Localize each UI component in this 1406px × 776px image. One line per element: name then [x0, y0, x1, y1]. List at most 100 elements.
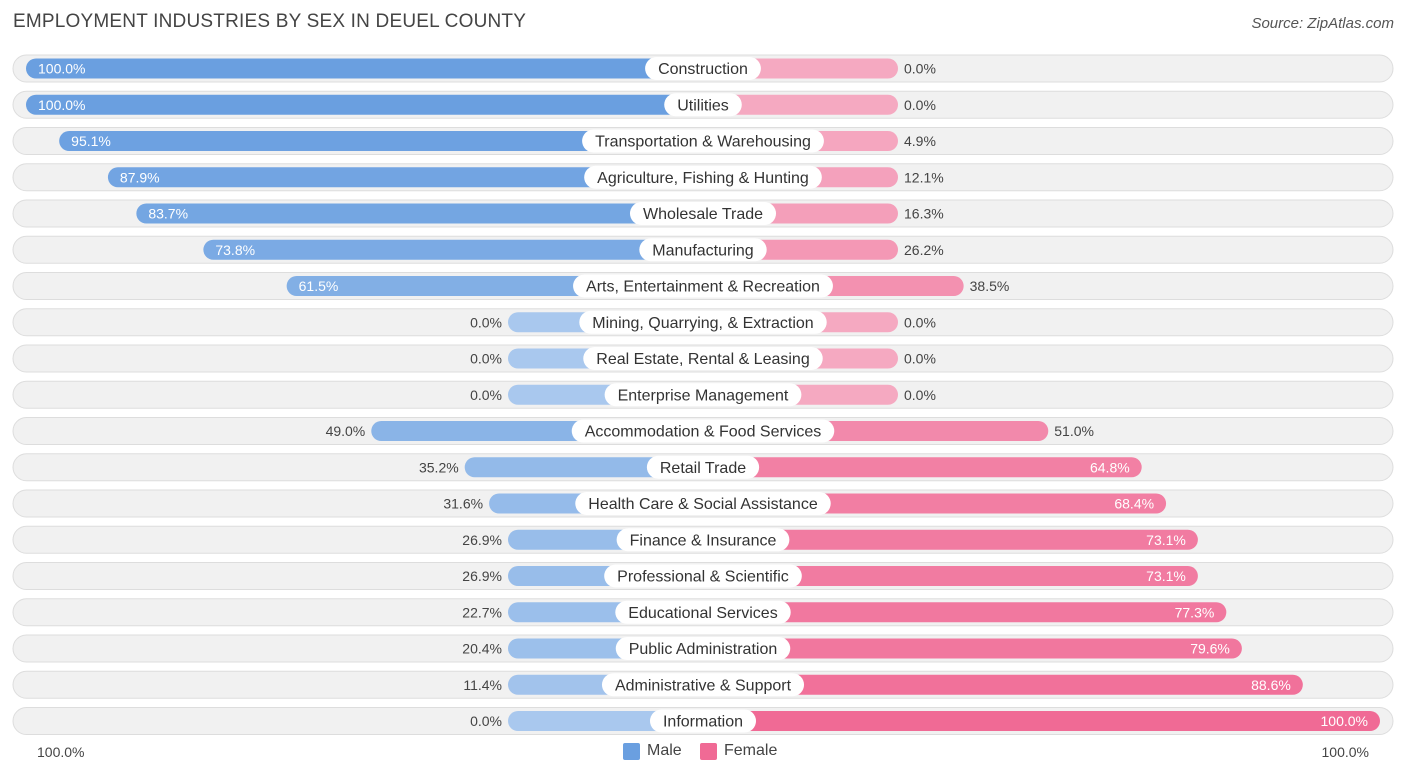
category-label-pill: [571, 419, 835, 443]
chart-row: 26.9% 73.1% Professional & Scientific: [12, 562, 1394, 590]
female-bar: [703, 674, 1303, 695]
category-label: Enterprise Management: [618, 387, 789, 404]
female-bar: [703, 94, 898, 115]
source-credit: Source: ZipAtlas.com: [1251, 15, 1394, 32]
chart-row: 22.7% 77.3% Educational Services: [12, 598, 1394, 627]
female-bar: [703, 638, 1242, 659]
male-bar: [136, 203, 703, 224]
female-value-label: 38.5%: [970, 278, 1010, 294]
male-bar: [59, 131, 704, 151]
chart-row: 0.0% 0.0% Real Estate, Rental & Leasing: [12, 344, 1394, 373]
category-label-pill: [604, 564, 802, 588]
male-value-label: 0.0%: [470, 314, 502, 330]
category-label: Transportation & Warehousing: [595, 134, 811, 151]
female-bar: [703, 711, 1380, 731]
category-label-pill: [579, 310, 827, 334]
male-value-label: 61.5%: [299, 278, 339, 294]
category-label-pill: [584, 165, 822, 189]
female-value-label: 4.9%: [904, 133, 936, 149]
axis-right-label: 100.0%: [1321, 744, 1369, 760]
chart-row: 83.7% 16.3% Wholesale Trade: [12, 199, 1394, 228]
chart-row: 87.9% 12.1% Agriculture, Fishing & Hunting: [12, 163, 1394, 192]
female-value-label: 73.1%: [1146, 568, 1186, 584]
category-label-pill: [664, 93, 742, 117]
category-label: Utilities: [677, 97, 729, 114]
legend-female-label: Female: [724, 742, 778, 759]
female-value-label: 16.3%: [904, 206, 944, 222]
male-value-label: 26.9%: [462, 568, 502, 584]
male-value-label: 22.7%: [462, 604, 502, 620]
category-label: Administrative & Support: [615, 677, 792, 694]
category-label-pill: [582, 129, 824, 153]
female-value-label: 0.0%: [904, 97, 936, 113]
chart-row: 26.9% 73.1% Finance & Insurance: [12, 525, 1394, 554]
legend-male: Male: [623, 742, 682, 760]
male-bar: [26, 58, 703, 79]
chart-row: 0.0% 100.0% Information: [12, 707, 1394, 735]
chart-title: EMPLOYMENT INDUSTRIES BY SEX IN DEUEL CO…: [13, 11, 527, 32]
male-value-label: 31.6%: [443, 496, 483, 512]
category-label: Public Administration: [629, 641, 778, 658]
female-value-label: 0.0%: [904, 61, 936, 77]
female-value-label: 77.3%: [1175, 604, 1215, 620]
chart-row: 100.0% 0.0% Construction: [12, 54, 1394, 83]
chart-row: 49.0% 51.0% Accommodation & Food Services: [12, 417, 1394, 445]
category-label: Manufacturing: [652, 242, 753, 259]
male-value-label: 0.0%: [470, 387, 502, 403]
female-value-label: 73.1%: [1146, 532, 1186, 548]
male-bar: [203, 239, 703, 260]
chart-row: 31.6% 68.4% Health Care & Social Assistanc…: [12, 489, 1394, 518]
category-label-pill: [601, 673, 805, 697]
female-value-label: 51.0%: [1054, 423, 1094, 439]
female-bar: [703, 602, 1227, 623]
male-value-label: 83.7%: [148, 206, 188, 222]
legend: Male Female: [0, 742, 1406, 762]
male-bar: [107, 167, 704, 188]
category-label: Construction: [658, 61, 748, 78]
male-value-label: 20.4%: [462, 641, 502, 657]
chart-row: 20.4% 79.6% Public Administration: [12, 634, 1394, 663]
female-bar: [703, 529, 1198, 550]
category-label: Wholesale Trade: [643, 206, 763, 223]
chart-row: 95.1% 4.9% Transportation & Warehousing: [12, 127, 1394, 155]
female-value-label: 0.0%: [904, 387, 936, 403]
female-value-label: 12.1%: [904, 169, 944, 185]
male-value-label: 35.2%: [419, 459, 459, 475]
male-bar: [26, 94, 703, 115]
category-label: Finance & Insurance: [630, 532, 777, 549]
legend-female: Female: [700, 742, 777, 760]
chart-row: 61.5% 38.5% Arts, Entertainment & Recreati…: [12, 272, 1394, 300]
legend-female-swatch: [700, 742, 717, 760]
chart-row: 35.2% 64.8% Retail Trade: [12, 453, 1394, 482]
category-label: Retail Trade: [660, 460, 746, 477]
male-value-label: 87.9%: [120, 169, 160, 185]
category-label: Mining, Quarrying, & Extraction: [592, 315, 813, 332]
female-value-label: 64.8%: [1090, 459, 1130, 475]
diverging-bar-chart: 100.0% 0.0% Construction 100.0% 0.0% Utilitie…: [12, 54, 1394, 735]
male-value-label: 0.0%: [470, 351, 502, 367]
chart-row: 0.0% 0.0% Mining, Quarrying, & Extraction: [12, 308, 1394, 337]
male-value-label: 95.1%: [71, 133, 111, 149]
male-value-label: 100.0%: [38, 61, 85, 77]
category-label: Health Care & Social Assistance: [588, 496, 818, 513]
male-value-label: 11.4%: [463, 677, 502, 693]
category-label-pill: [615, 600, 791, 624]
category-label: Real Estate, Rental & Leasing: [596, 351, 809, 368]
male-value-label: 0.0%: [470, 713, 502, 729]
category-label: Accommodation & Food Services: [585, 424, 822, 441]
category-label: Educational Services: [628, 605, 777, 622]
category-label-pill: [575, 492, 831, 515]
category-label-pill: [573, 274, 833, 298]
male-bar: [464, 457, 703, 478]
category-label: Information: [663, 714, 743, 731]
female-value-label: 0.0%: [904, 351, 936, 367]
category-label: Professional & Scientific: [617, 569, 789, 586]
legend-male-label: Male: [647, 742, 682, 759]
chart-row: 73.8% 26.2% Manufacturing: [12, 235, 1394, 264]
category-label: Arts, Entertainment & Recreation: [586, 279, 820, 296]
category-label-pill: [639, 238, 767, 262]
category-label-pill: [583, 347, 823, 370]
female-value-label: 26.2%: [904, 242, 944, 258]
category-label-pill: [604, 383, 802, 407]
female-value-label: 79.6%: [1190, 641, 1230, 657]
